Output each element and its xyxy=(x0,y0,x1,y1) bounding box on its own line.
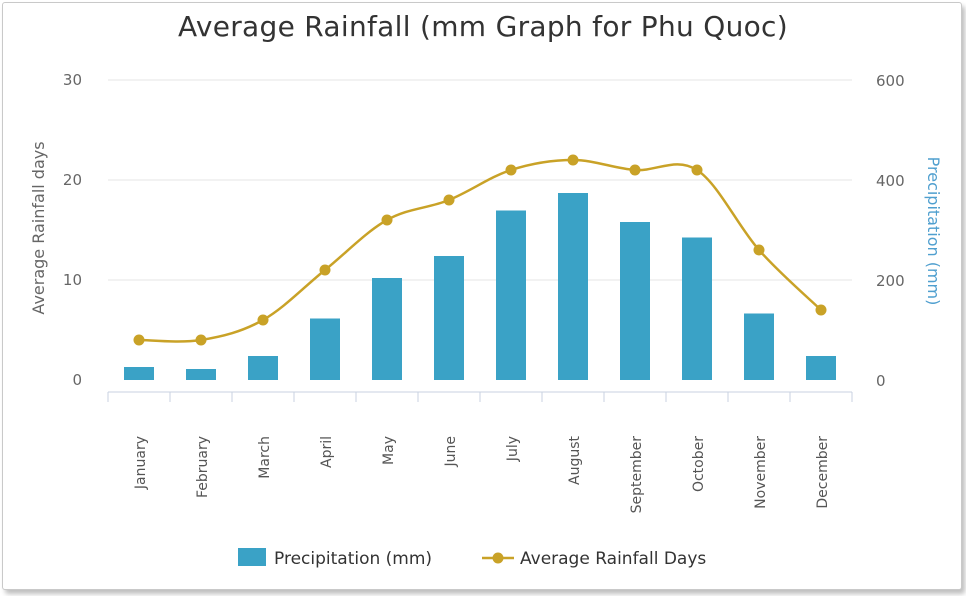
legend[interactable]: Precipitation (mm) Average Rainfall Days xyxy=(238,548,706,569)
bar-may xyxy=(372,278,402,380)
bar-july xyxy=(496,210,526,380)
right-axis-tick: 0 xyxy=(876,372,886,390)
axis-layer: 0 10 20 30 0 200 400 600 Average Rainfall days Pr… xyxy=(29,71,943,402)
right-axis-tick: 400 xyxy=(876,172,905,190)
bar-february xyxy=(186,369,216,380)
x-tick-label: August xyxy=(567,435,583,485)
left-axis-tick: 10 xyxy=(63,271,82,289)
bar-april xyxy=(310,318,340,380)
point-august xyxy=(567,154,579,166)
grid-layer xyxy=(108,79,852,281)
right-axis-tick: 200 xyxy=(876,272,905,290)
x-tick-label: January xyxy=(133,436,149,490)
bar-layer xyxy=(124,193,836,380)
point-september xyxy=(629,164,641,176)
left-axis-tick: 30 xyxy=(63,71,82,89)
x-tick-label: September xyxy=(629,436,645,514)
x-tick-label: December xyxy=(815,436,831,509)
x-tick-label: February xyxy=(195,436,211,498)
bar-october xyxy=(682,237,712,380)
legend-label-precipitation: Precipitation (mm) xyxy=(274,549,432,569)
x-tick-label: April xyxy=(319,436,335,468)
point-november xyxy=(753,244,765,256)
bar-january xyxy=(124,367,154,380)
legend-item-rainfall-days[interactable]: Average Rainfall Days xyxy=(482,549,706,569)
bar-august xyxy=(558,193,588,380)
point-july xyxy=(505,164,517,176)
right-axis-tick: 600 xyxy=(876,72,905,90)
point-may xyxy=(381,214,393,226)
x-tick-label: July xyxy=(505,436,521,462)
chart-title: Average Rainfall (mm Graph for Phu Quoc) xyxy=(178,10,788,43)
x-tick-label: October xyxy=(691,436,707,492)
bar-december xyxy=(806,356,836,380)
legend-item-precipitation[interactable]: Precipitation (mm) xyxy=(238,548,432,569)
legend-marker-rainfall-days xyxy=(492,552,504,564)
left-axis-title: Average Rainfall days xyxy=(29,141,48,314)
point-february xyxy=(195,334,207,346)
line-layer xyxy=(133,154,827,346)
x-tick-label: November xyxy=(753,436,769,509)
point-march xyxy=(257,314,269,326)
label-layer: January February March April May June July Augu… xyxy=(133,435,831,513)
bar-march xyxy=(248,356,278,380)
point-october xyxy=(691,164,703,176)
point-april xyxy=(319,264,331,276)
legend-label-rainfall-days: Average Rainfall Days xyxy=(520,549,706,569)
left-axis-tick: 20 xyxy=(63,171,82,189)
x-tick-label: June xyxy=(443,436,459,468)
point-june xyxy=(443,194,455,206)
bar-november xyxy=(744,313,774,380)
bar-september xyxy=(620,222,650,380)
right-axis-title: Precipitation (mm) xyxy=(924,157,943,306)
point-december xyxy=(815,304,827,316)
x-tick-label: March xyxy=(257,436,273,479)
legend-swatch-precipitation xyxy=(238,548,266,566)
bar-june xyxy=(434,256,464,380)
x-tick-label: May xyxy=(381,436,397,465)
series-line-rainfall-days xyxy=(138,158,822,343)
point-january xyxy=(133,334,145,346)
left-axis-tick: 0 xyxy=(72,371,82,389)
